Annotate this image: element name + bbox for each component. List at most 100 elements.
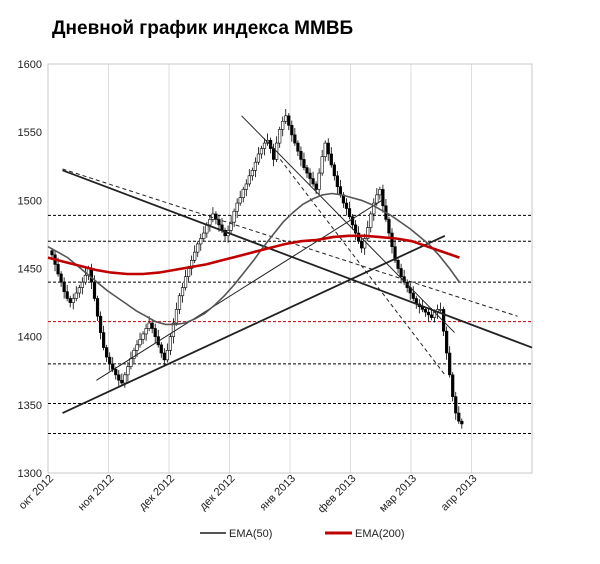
- x-tick-label: мар 2013: [377, 473, 419, 515]
- candle-body: [95, 298, 100, 317]
- candle-body: [199, 238, 203, 245]
- candle-body: [411, 292, 415, 299]
- legend-ema200-label: EMA(200): [355, 528, 405, 540]
- candle-body: [360, 240, 364, 249]
- candle-body: [247, 175, 251, 185]
- legend: EMA(50) EMA(200): [200, 528, 405, 540]
- y-tick-label: 1550: [18, 127, 42, 139]
- candle-body: [375, 194, 379, 204]
- candle-body: [451, 374, 455, 397]
- candle-body: [238, 197, 242, 204]
- candle-body: [460, 420, 464, 425]
- candle-body: [390, 232, 394, 247]
- candle-body: [50, 250, 54, 256]
- candle-body: [108, 356, 112, 365]
- candle-body: [393, 246, 397, 261]
- candle-body: [320, 156, 324, 174]
- candle-body: [171, 322, 176, 337]
- candle-body: [211, 213, 215, 220]
- candle-body: [141, 333, 145, 340]
- candle-body: [329, 153, 333, 166]
- candle-body: [302, 159, 306, 168]
- candle-body: [187, 268, 191, 277]
- candle-body: [180, 287, 185, 297]
- trend-line: [96, 199, 383, 381]
- candle-body: [387, 219, 391, 234]
- chart-grid: [108, 64, 472, 473]
- candle-body: [438, 309, 443, 311]
- candle-body: [250, 170, 254, 177]
- y-tick-label: 1350: [18, 400, 42, 412]
- plot-area-frame: [47, 63, 533, 474]
- candle-body: [68, 298, 72, 303]
- candle-body: [89, 268, 94, 283]
- candle-body: [293, 134, 297, 144]
- ema200-series-line: [47, 234, 460, 276]
- candle-body: [65, 291, 69, 299]
- candle-body: [290, 125, 294, 136]
- x-tick-label: дек 2012: [197, 473, 237, 513]
- candle-body: [259, 148, 264, 155]
- candle-body: [335, 175, 339, 188]
- chart-title: Дневной график индекса ММВБ: [52, 18, 354, 39]
- candle-body: [123, 374, 127, 384]
- trend-line: [62, 234, 446, 414]
- candle-body: [117, 374, 121, 381]
- candle-body: [314, 183, 318, 190]
- candle-body: [396, 260, 400, 269]
- candle-body: [193, 251, 197, 261]
- candle-body: [323, 142, 327, 158]
- candle-body: [114, 369, 118, 376]
- candle-body: [448, 352, 452, 376]
- candle-body: [369, 213, 373, 228]
- candle-body: [426, 311, 431, 316]
- candle-body: [308, 172, 312, 179]
- candle-body: [56, 264, 60, 275]
- candle-body: [399, 268, 403, 277]
- candle-body: [253, 161, 257, 171]
- candle-body: [338, 186, 342, 196]
- candle-body: [159, 344, 163, 354]
- ema50-series-line: [47, 192, 461, 326]
- candles: [50, 108, 464, 429]
- candle-body: [132, 349, 136, 359]
- candle-body: [244, 183, 248, 190]
- candle-body: [196, 243, 200, 253]
- candle-body: [190, 260, 194, 269]
- x-tick-label: янв 2013: [258, 473, 299, 514]
- x-tick-label: апр 2013: [439, 473, 480, 514]
- candle-body: [162, 352, 166, 361]
- candle-body: [378, 189, 382, 196]
- candle-body: [296, 142, 300, 152]
- candle-body: [347, 208, 352, 217]
- candle-body: [454, 396, 458, 414]
- y-tick-label: 1500: [18, 195, 42, 207]
- candle-body: [120, 379, 124, 384]
- candle-body: [235, 202, 239, 212]
- candle-body: [256, 153, 261, 163]
- candle-body: [138, 339, 142, 346]
- candle-body: [80, 281, 84, 288]
- candle-body: [229, 221, 233, 231]
- candle-body: [165, 349, 169, 361]
- y-tick-label: 1450: [18, 264, 42, 276]
- candle-body: [272, 148, 276, 160]
- candle-body: [144, 328, 148, 335]
- x-tick-label: ноя 2012: [76, 473, 117, 514]
- candle-body: [83, 275, 87, 283]
- candle-body: [278, 129, 282, 144]
- candle-body: [381, 189, 385, 207]
- candle-body: [317, 172, 321, 190]
- x-tick-label: дек 2012: [137, 473, 177, 513]
- candle-body: [126, 366, 130, 376]
- candle-body: [326, 142, 330, 155]
- ema-lines: [47, 192, 461, 326]
- candle-body: [183, 276, 188, 288]
- y-tick-label: 1300: [18, 468, 42, 480]
- candle-body: [445, 330, 449, 354]
- candle-body: [150, 322, 154, 329]
- x-axis-tick-labels: окт 2012 ноя 2012 дек 2012 дек 2012 янв 2013…: [17, 473, 480, 516]
- candle-body: [59, 273, 63, 283]
- candle-body: [98, 315, 103, 333]
